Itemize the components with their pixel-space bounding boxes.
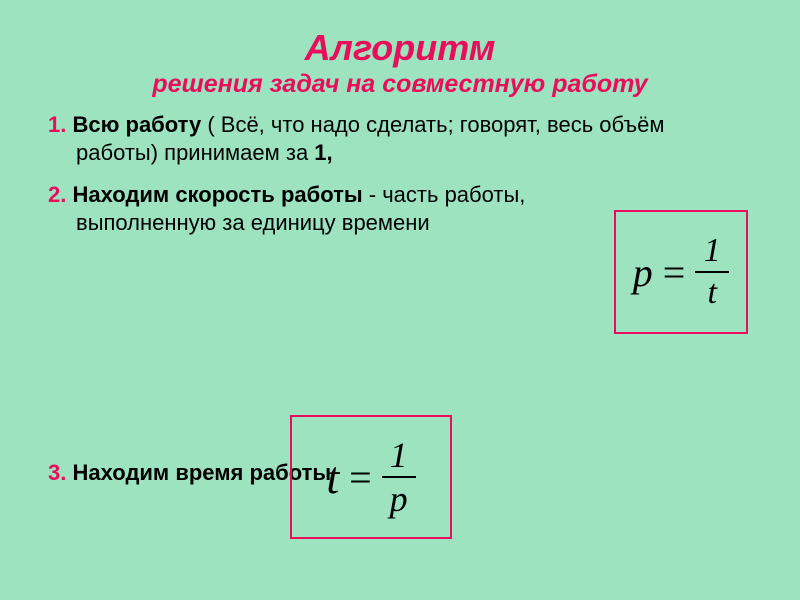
- formula-t: t = 1 p: [326, 437, 415, 517]
- algorithm-step-3: 3. Находим время работы: [48, 460, 331, 486]
- formula-p-box: p = 1 t: [614, 210, 748, 334]
- algorithm-step-2: 2. Находим скорость работы - часть работ…: [48, 181, 536, 237]
- formula-fraction: 1 p: [382, 437, 416, 517]
- formula-p: p = 1 t: [633, 234, 730, 310]
- formula-lhs: t: [326, 451, 339, 504]
- equals-sign: =: [663, 249, 686, 296]
- slide-title: Алгоритм: [48, 30, 752, 66]
- step-number: 3.: [48, 460, 66, 485]
- step-number: 2.: [48, 182, 66, 207]
- slide-subtitle: решения задач на совместную работу: [48, 70, 752, 99]
- equals-sign: =: [349, 454, 372, 501]
- formula-fraction: 1 t: [695, 234, 729, 310]
- step-number: 1.: [48, 112, 66, 137]
- formula-denominator: p: [390, 481, 408, 517]
- algorithm-step-1: 1. Всю работу ( Всё, что надо сделать; г…: [48, 111, 752, 167]
- step-bold-text: Всю работу: [72, 112, 201, 137]
- formula-numerator: 1: [704, 234, 721, 268]
- formula-denominator: t: [708, 276, 717, 310]
- fraction-bar: [695, 271, 729, 273]
- formula-lhs: p: [633, 249, 653, 296]
- slide: Алгоритм решения задач на совместную раб…: [0, 0, 800, 600]
- step-tail-bold: 1,: [314, 140, 332, 165]
- fraction-bar: [382, 476, 416, 478]
- step-bold-text: Находим скорость работы: [72, 182, 362, 207]
- formula-t-box: t = 1 p: [290, 415, 452, 539]
- formula-numerator: 1: [390, 437, 408, 473]
